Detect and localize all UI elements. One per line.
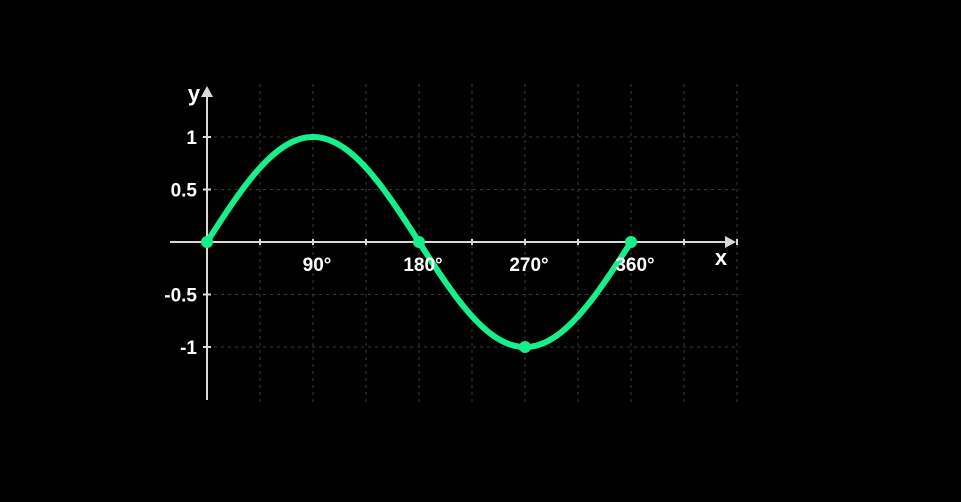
y-tick-label: -1 (180, 338, 197, 359)
markers (201, 236, 637, 353)
y-tick-label: 1 (186, 128, 197, 149)
y-axis-arrow (201, 86, 213, 97)
x-axis-arrow (725, 236, 736, 248)
tick-labels: 90° 180° 270° 360° 1 0.5 -0.5 -1 (164, 128, 654, 359)
x-tick-label: 360° (615, 255, 654, 276)
grid (207, 84, 740, 404)
y-tick-label: -0.5 (164, 286, 197, 307)
y-axis-label: y (188, 81, 201, 106)
data-point (519, 341, 531, 353)
x-tick-label: 270° (509, 255, 548, 276)
x-tick-label: 90° (303, 255, 332, 276)
data-point (625, 236, 637, 248)
x-axis-label: x (715, 245, 728, 270)
data-point (413, 236, 425, 248)
data-point (201, 236, 213, 248)
x-tick-label: 180° (403, 255, 442, 276)
y-tick-label: 0.5 (171, 181, 198, 202)
